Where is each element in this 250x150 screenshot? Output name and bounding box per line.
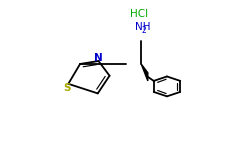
- Text: NH: NH: [134, 22, 150, 32]
- Text: N: N: [94, 53, 102, 63]
- Text: S: S: [64, 82, 71, 93]
- Polygon shape: [141, 64, 148, 81]
- Text: 2: 2: [142, 26, 146, 35]
- Text: HCl: HCl: [130, 9, 148, 19]
